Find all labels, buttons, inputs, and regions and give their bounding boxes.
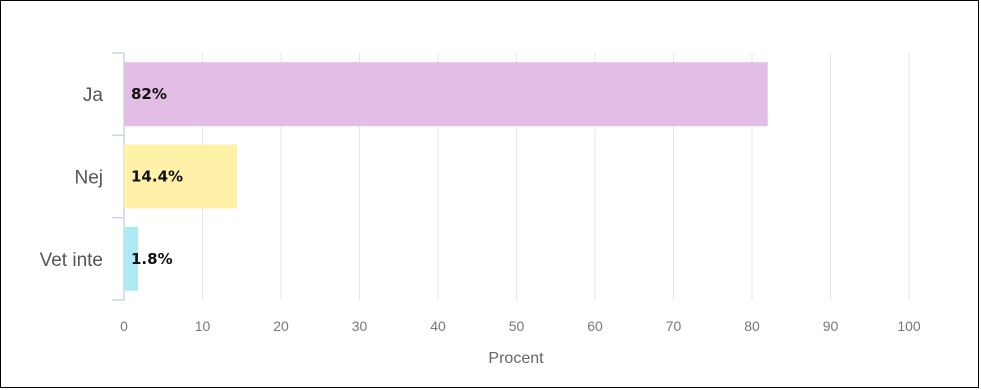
x-tick-label-1: 10 (195, 318, 211, 334)
bar-2 (124, 144, 238, 209)
bar-value-label-2: 14.4% (131, 168, 183, 186)
x-tick-label-4: 40 (430, 318, 446, 334)
y-axis (112, 52, 125, 301)
category-label-3: Vet inte (40, 250, 103, 271)
x-tick-label-5: 50 (509, 318, 525, 334)
bar-value-label-1: 82% (131, 85, 167, 103)
x-tick-label-10: 100 (897, 318, 921, 334)
x-tick-label-2: 20 (273, 318, 289, 334)
x-axis-label: Procent (488, 350, 544, 367)
x-tick-label-0: 0 (120, 318, 128, 334)
x-tick-label-9: 90 (823, 318, 839, 334)
x-tick-label-7: 70 (666, 318, 682, 334)
x-tick-label-6: 60 (587, 318, 603, 334)
x-tick-label-8: 80 (744, 318, 760, 334)
bar-3 (124, 226, 139, 291)
x-tick-labels: 0 10 20 30 40 50 60 70 80 90 100 (120, 318, 921, 334)
bars: 82% 14.4% 1.8% (124, 62, 768, 291)
category-labels: Ja Nej Vet inte (40, 85, 104, 271)
x-tick-label-3: 30 (352, 318, 368, 334)
bar-1 (124, 62, 768, 127)
bar-value-label-3: 1.8% (131, 250, 173, 268)
category-label-2: Nej (74, 168, 103, 189)
category-label-1: Ja (83, 85, 104, 106)
